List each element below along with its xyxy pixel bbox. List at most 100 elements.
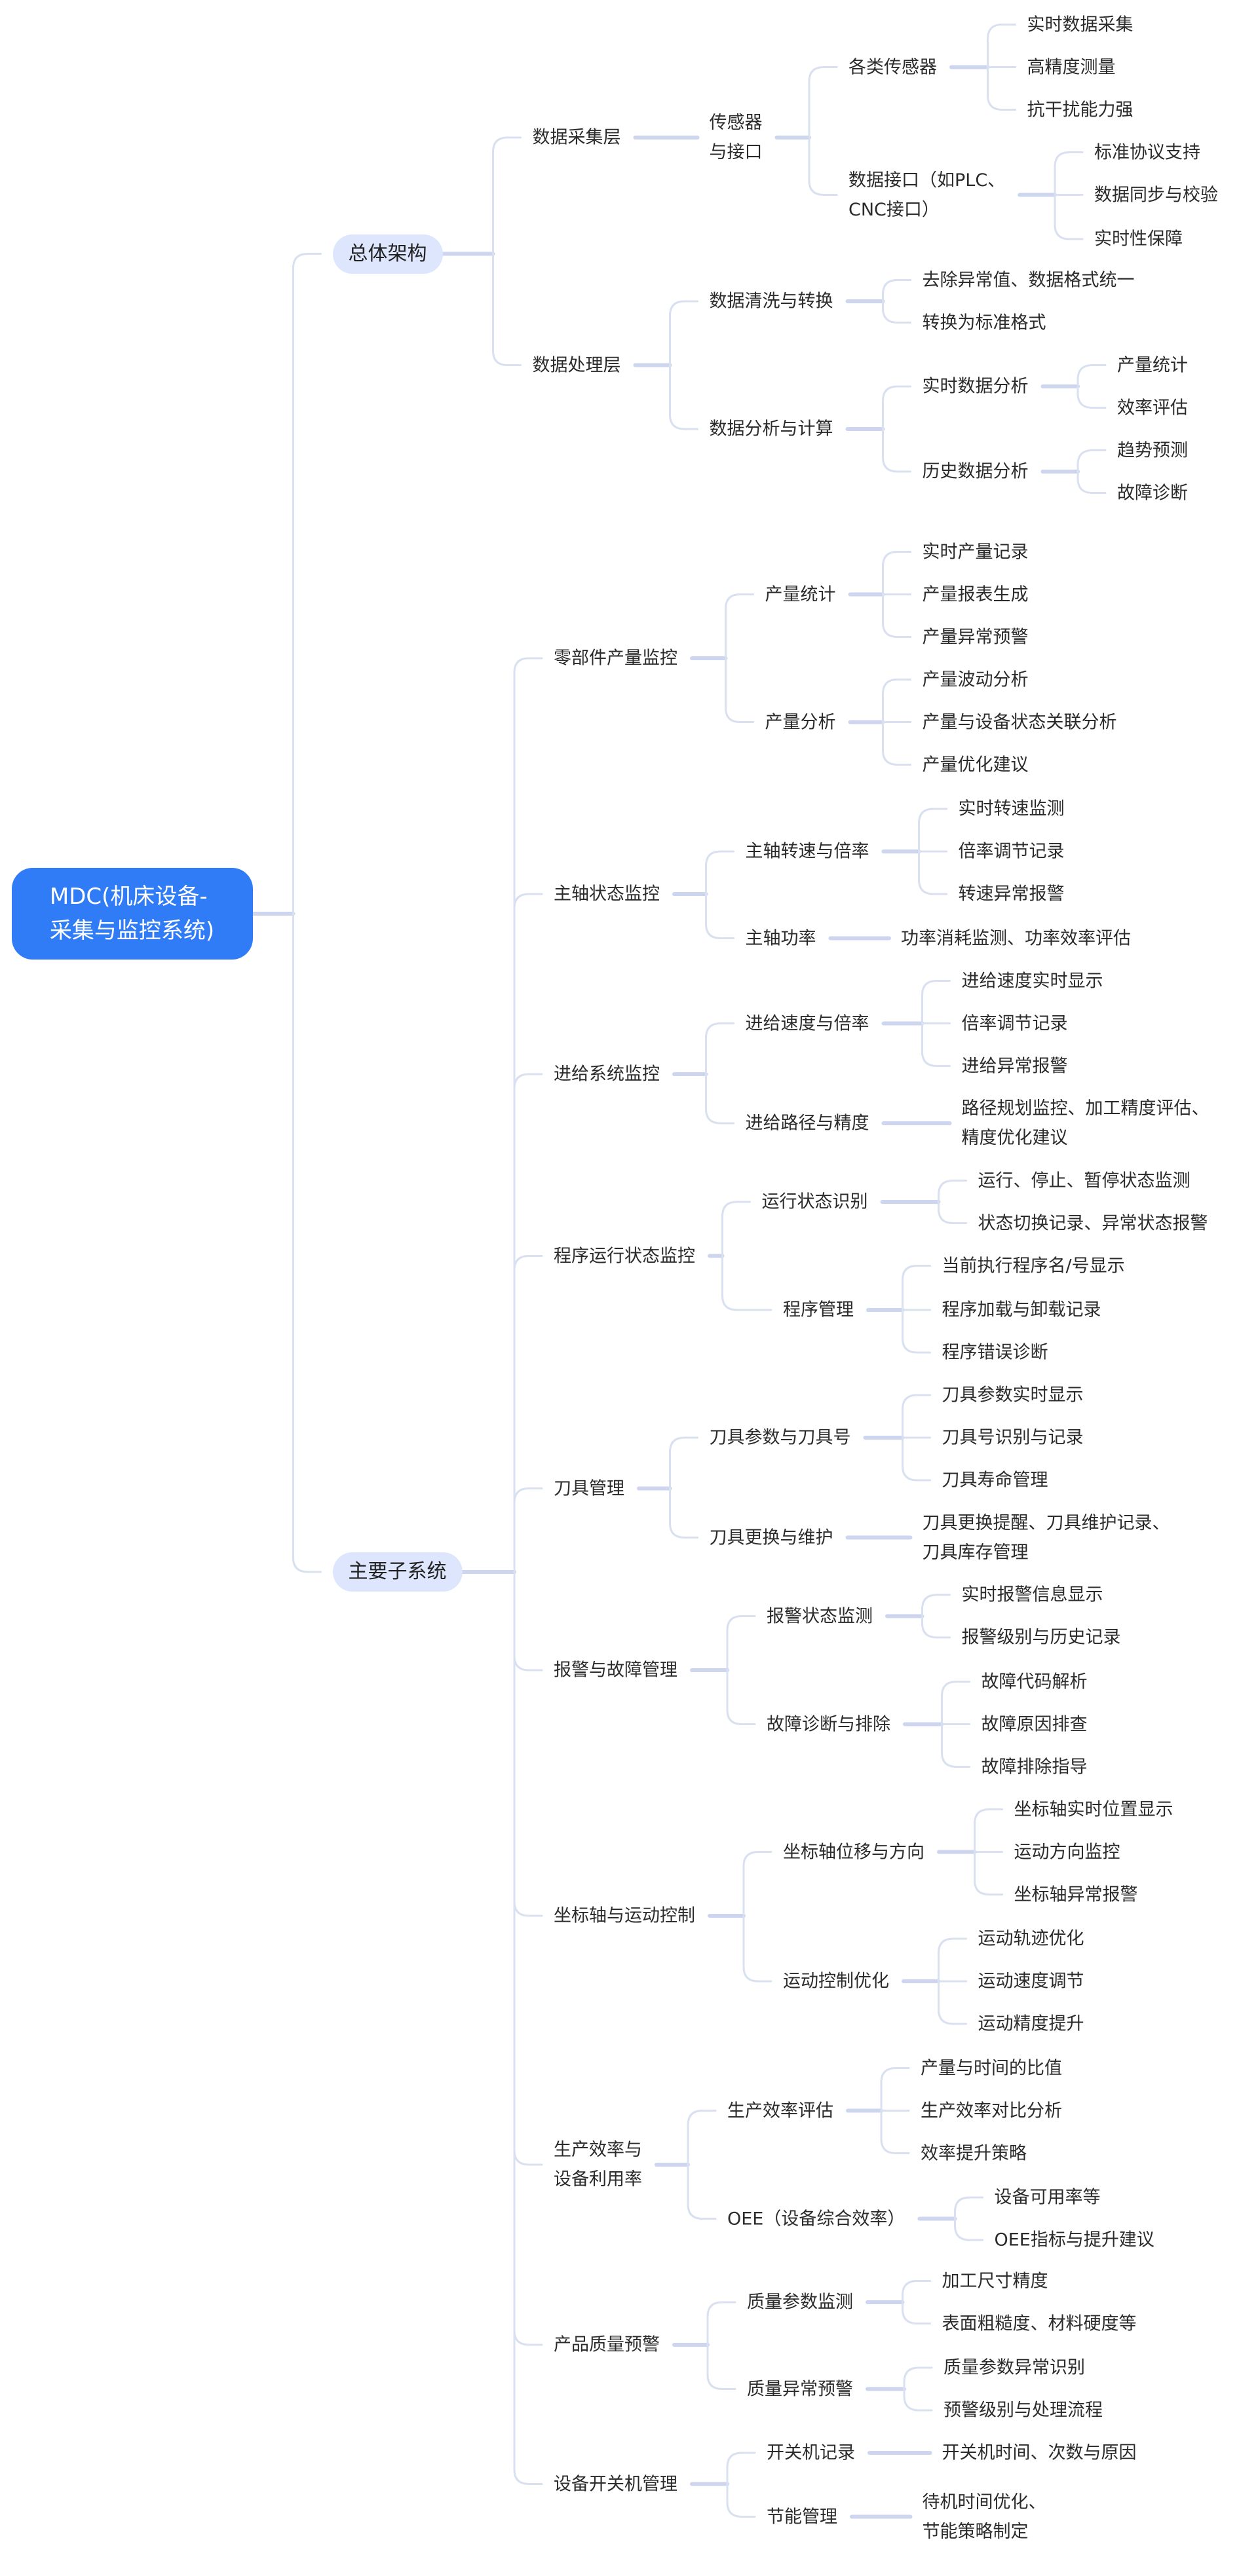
topic-node[interactable]: 各类传感器: [848, 57, 937, 77]
leaf-node[interactable]: OEE指标与提升建议: [994, 2230, 1154, 2250]
topic-node[interactable]: 传感器 与接口: [709, 113, 763, 162]
topic-node[interactable]: 报警与故障管理: [554, 1660, 677, 1681]
leaf-node[interactable]: 产量与时间的比值: [921, 2058, 1062, 2078]
leaf-node[interactable]: 报警级别与历史记录: [961, 1627, 1121, 1648]
topic-node[interactable]: 数据分析与计算: [709, 419, 833, 439]
topic-node[interactable]: 故障诊断与排除: [767, 1714, 890, 1734]
topic-node[interactable]: 产量统计: [765, 584, 836, 605]
topic-node[interactable]: 设备开关机管理: [554, 2474, 677, 2494]
topic-node[interactable]: 报警状态监测: [767, 1606, 873, 1626]
leaf-node[interactable]: 产量统计: [1117, 355, 1188, 375]
leaf-node[interactable]: 刀具更换提醒、刀具维护记录、 刀具库存管理: [922, 1512, 1170, 1563]
topic-node[interactable]: 质量异常预警: [747, 2379, 853, 2399]
topic-node[interactable]: OEE（设备综合效率）: [727, 2209, 905, 2229]
topic-node[interactable]: 坐标轴与运动控制: [554, 1905, 695, 1926]
topic-node[interactable]: 数据接口（如PLC、 CNC接口）: [848, 170, 1006, 220]
leaf-node[interactable]: 产量报表生成: [922, 584, 1029, 605]
leaf-node[interactable]: 去除异常值、数据格式统一: [922, 270, 1135, 290]
leaf-node[interactable]: 产量优化建议: [922, 755, 1029, 775]
topic-node[interactable]: 实时数据分析: [922, 376, 1029, 397]
leaf-node[interactable]: 高精度测量: [1027, 57, 1116, 77]
leaf-node[interactable]: 倍率调节记录: [961, 1013, 1068, 1034]
leaf-node[interactable]: 实时转速监测: [958, 798, 1065, 819]
topic-node[interactable]: 产品质量预警: [554, 2334, 660, 2355]
topic-node[interactable]: 进给系统监控: [554, 1064, 660, 1085]
topic-node[interactable]: 数据处理层: [532, 355, 621, 375]
leaf-node[interactable]: 设备可用率等: [994, 2187, 1101, 2208]
leaf-node[interactable]: 转速异常报警: [958, 884, 1065, 905]
topic-node[interactable]: 进给路径与精度: [745, 1113, 869, 1134]
leaf-node[interactable]: 待机时间优化、 节能策略制定: [922, 2492, 1046, 2542]
leaf-node[interactable]: 进给速度实时显示: [961, 971, 1103, 991]
connector-line: [882, 721, 911, 766]
leaf-node[interactable]: 质量参数异常识别: [943, 2357, 1085, 2378]
topic-node[interactable]: 程序运行状态监控: [554, 1246, 695, 1266]
topic-node[interactable]: 节能管理: [767, 2507, 837, 2527]
leaf-node[interactable]: 转换为标准格式: [922, 312, 1046, 333]
leaf-node[interactable]: 实时数据采集: [1027, 14, 1134, 35]
leaf-node[interactable]: 产量与设备状态关联分析: [922, 712, 1117, 732]
leaf-node[interactable]: 故障排除指导: [981, 1757, 1088, 1777]
leaf-node[interactable]: 数据同步与校验: [1094, 185, 1218, 205]
leaf-node[interactable]: 运动速度调节: [978, 1971, 1084, 1992]
leaf-node[interactable]: 实时报警信息显示: [961, 1584, 1103, 1605]
topic-node[interactable]: 零部件产量监控: [554, 648, 677, 669]
leaf-node[interactable]: 产量波动分析: [922, 669, 1029, 690]
leaf-node[interactable]: 路径规划监控、加工精度评估、 精度优化建议: [961, 1098, 1210, 1148]
topic-node[interactable]: 质量参数监测: [747, 2292, 853, 2313]
leaf-node[interactable]: 开关机时间、次数与原因: [942, 2442, 1137, 2463]
root-node[interactable]: MDC(机床设备- 采集与监控系统): [11, 868, 253, 960]
leaf-node[interactable]: 刀具参数实时显示: [942, 1385, 1084, 1406]
topic-node[interactable]: 运行状态识别: [761, 1191, 868, 1212]
leaf-node[interactable]: 运行、停止、暂停状态监测: [978, 1170, 1191, 1191]
topic-node[interactable]: 主轴功率: [745, 928, 816, 948]
leaf-node[interactable]: 倍率调节记录: [958, 841, 1065, 862]
topic-node[interactable]: 数据采集层: [532, 127, 621, 148]
topic-node[interactable]: 数据清洗与转换: [709, 291, 833, 312]
topic-node[interactable]: 主轴状态监控: [554, 884, 660, 905]
topic-node[interactable]: 运动控制优化: [783, 1971, 889, 1992]
leaf-node[interactable]: 运动方向监控: [1014, 1842, 1120, 1862]
leaf-node[interactable]: 故障代码解析: [981, 1671, 1088, 1692]
topic-node[interactable]: 程序管理: [783, 1299, 854, 1320]
topic-node[interactable]: 主轴转速与倍率: [745, 841, 869, 862]
topic-node[interactable]: 坐标轴位移与方向: [783, 1842, 924, 1862]
topic-node[interactable]: 历史数据分析: [922, 461, 1029, 482]
leaf-node[interactable]: 标准协议支持: [1094, 142, 1200, 162]
leaf-node[interactable]: 效率评估: [1117, 398, 1188, 418]
leaf-node[interactable]: 刀具寿命管理: [942, 1470, 1048, 1491]
leaf-node[interactable]: 运动精度提升: [978, 2013, 1084, 2034]
branch-node[interactable]: 总体架构: [332, 234, 443, 274]
leaf-node[interactable]: 故障诊断: [1117, 483, 1188, 503]
leaf-node[interactable]: 进给异常报警: [961, 1056, 1068, 1076]
leaf-node[interactable]: 功率消耗监测、功率效率评估: [901, 928, 1131, 948]
topic-node[interactable]: 生产效率与 设备利用率: [554, 2140, 642, 2190]
leaf-node[interactable]: 程序加载与卸载记录: [942, 1299, 1101, 1320]
topic-node[interactable]: 生产效率评估: [727, 2100, 833, 2121]
leaf-node[interactable]: 程序错误诊断: [942, 1342, 1048, 1363]
leaf-node[interactable]: 加工尺寸精度: [942, 2271, 1048, 2291]
leaf-node[interactable]: 趋势预测: [1117, 440, 1188, 460]
leaf-node[interactable]: 实时产量记录: [922, 542, 1029, 562]
topic-node[interactable]: 刀具管理: [554, 1478, 624, 1499]
leaf-node[interactable]: 抗干扰能力强: [1027, 100, 1134, 120]
branch-node[interactable]: 主要子系统: [332, 1552, 463, 1592]
leaf-node[interactable]: 预警级别与处理流程: [943, 2400, 1103, 2421]
leaf-node[interactable]: 坐标轴异常报警: [1014, 1884, 1138, 1905]
topic-node[interactable]: 产量分析: [765, 712, 836, 732]
leaf-node[interactable]: 当前执行程序名/号显示: [942, 1256, 1125, 1276]
topic-node[interactable]: 进给速度与倍率: [745, 1013, 869, 1034]
leaf-node[interactable]: 运动轨迹优化: [978, 1928, 1084, 1949]
leaf-node[interactable]: 表面粗糙度、材料硬度等: [942, 2313, 1137, 2334]
topic-node[interactable]: 刀具更换与维护: [709, 1527, 833, 1548]
leaf-node[interactable]: 坐标轴实时位置显示: [1014, 1799, 1173, 1820]
leaf-node[interactable]: 刀具号识别与记录: [942, 1427, 1084, 1448]
leaf-node[interactable]: 效率提升策略: [921, 2143, 1027, 2163]
topic-node[interactable]: 开关机记录: [767, 2442, 855, 2463]
leaf-node[interactable]: 状态切换记录、异常状态报警: [978, 1213, 1208, 1233]
topic-node[interactable]: 刀具参数与刀具号: [709, 1427, 851, 1448]
leaf-node[interactable]: 故障原因排查: [981, 1714, 1088, 1734]
leaf-node[interactable]: 产量异常预警: [922, 627, 1029, 647]
leaf-node[interactable]: 实时性保障: [1094, 229, 1183, 250]
leaf-node[interactable]: 生产效率对比分析: [921, 2100, 1062, 2121]
